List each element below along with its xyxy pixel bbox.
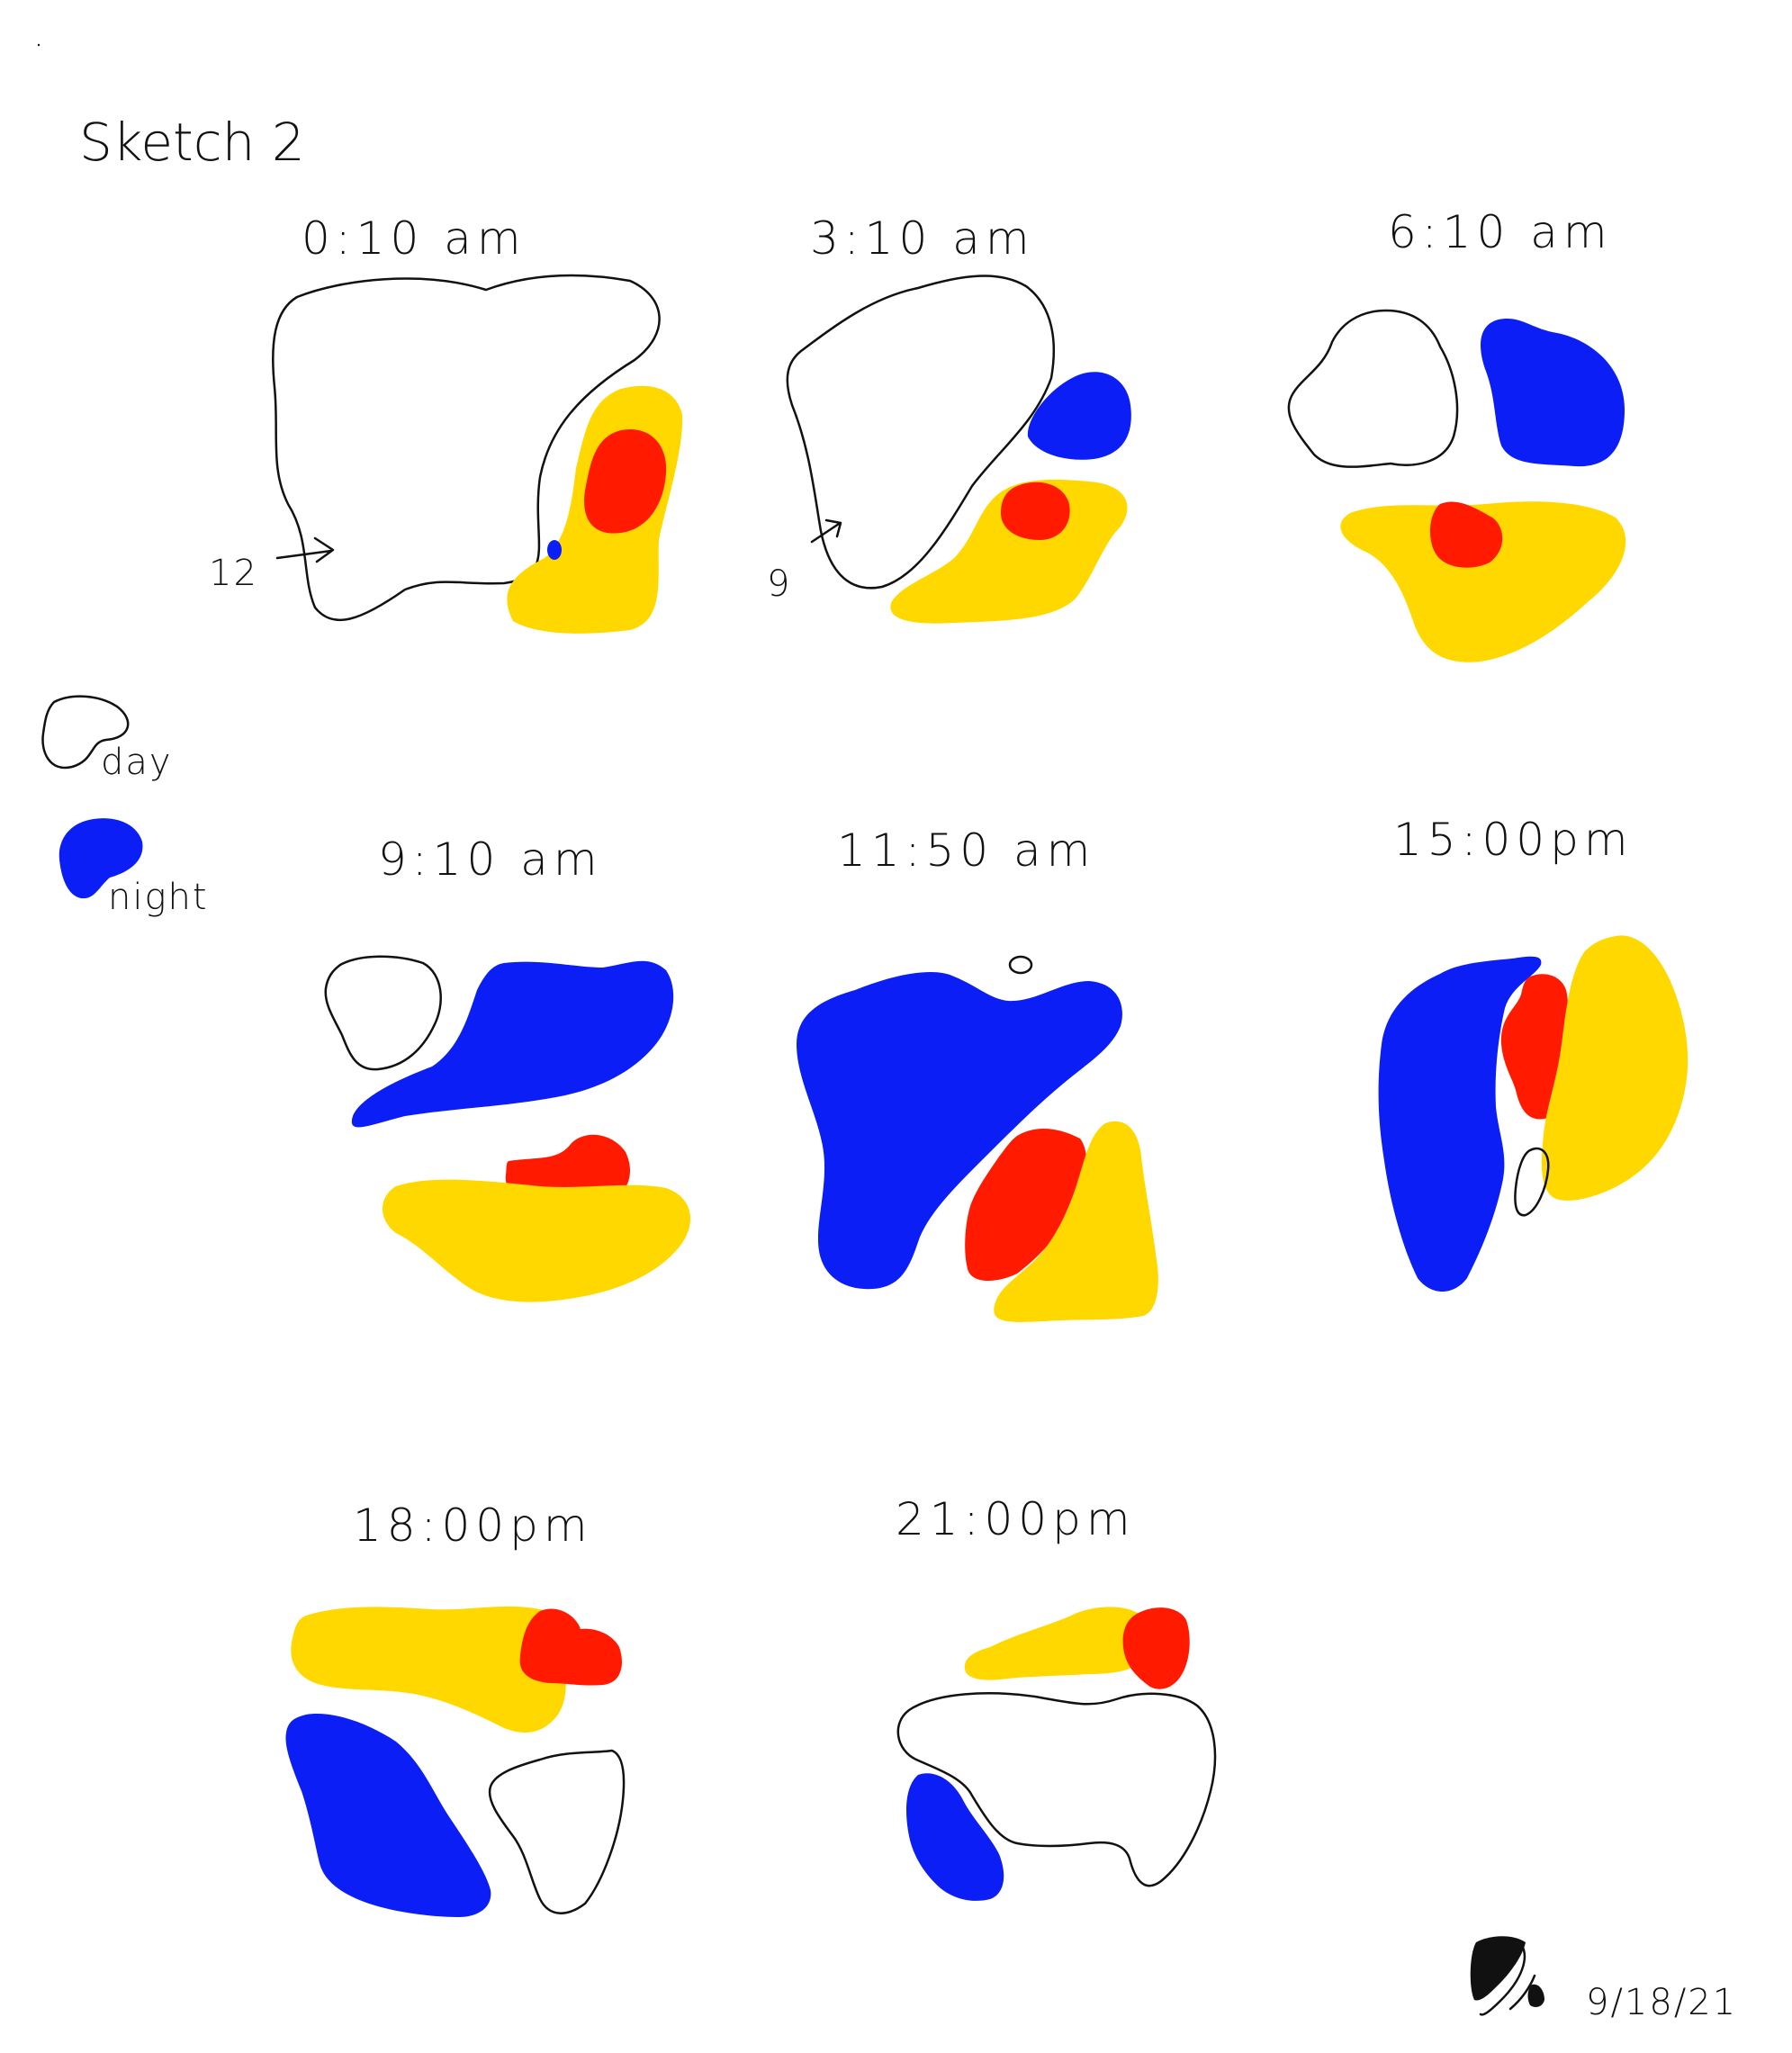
legend-day-label: day xyxy=(101,742,173,783)
sun-core-shape xyxy=(519,1608,622,1686)
panel-time-label: 9:10 am xyxy=(378,833,603,886)
arrow-icon xyxy=(810,518,842,544)
panel-time-label: 3:10 am xyxy=(810,212,1035,265)
panel-1500pm: 15:00pm xyxy=(1378,814,1688,1292)
signature-stroke xyxy=(1508,1974,1536,2011)
sketch-title: Sketch 2 xyxy=(79,112,305,173)
sun-shape xyxy=(383,1179,690,1302)
day-shape xyxy=(324,955,442,1071)
marker-label: 12 xyxy=(209,553,258,594)
legend-night-label: night xyxy=(108,877,209,918)
sun-core-shape xyxy=(505,1134,630,1202)
sun-shape xyxy=(964,1607,1152,1680)
sun-shape xyxy=(1541,935,1688,1201)
night-shape xyxy=(351,960,674,1128)
sun-core-shape xyxy=(584,428,667,534)
panel-time-label: 18:00pm xyxy=(353,1499,593,1552)
signature-mark-icon xyxy=(1470,1936,1526,2001)
sun-shape xyxy=(1340,501,1626,662)
night-shape xyxy=(1378,956,1542,1292)
signature-stroke xyxy=(1479,1942,1526,2016)
legend-night-swatch xyxy=(59,818,143,899)
sun-shape xyxy=(994,1121,1158,1322)
night-shape xyxy=(1481,318,1625,467)
panel-time-label: 6:10 am xyxy=(1388,206,1613,258)
legend: day night xyxy=(41,695,209,918)
sun-core-shape xyxy=(1001,482,1070,540)
sun-marker-icon xyxy=(1008,955,1033,975)
stray-dot xyxy=(37,43,41,47)
legend-day-swatch xyxy=(41,695,130,770)
sun-core-shape xyxy=(1122,1607,1190,1689)
day-shape xyxy=(1287,309,1459,468)
panel-time-label: 15:00pm xyxy=(1393,814,1634,866)
panel-0310am: 3:10 am 9 xyxy=(767,212,1131,624)
sun-core-shape xyxy=(1500,974,1569,1120)
panel-0610am: 6:10 am xyxy=(1287,206,1626,662)
panel-time-label: 21:00pm xyxy=(896,1493,1136,1545)
sun-core-shape xyxy=(965,1129,1087,1282)
night-dot xyxy=(547,540,562,560)
panel-0010am: 0:10 am 12 xyxy=(209,212,683,634)
marker-label: 9 xyxy=(767,563,791,605)
night-shape xyxy=(906,1773,1004,1901)
day-shape xyxy=(896,1692,1217,1887)
sun-core-shape xyxy=(1429,501,1503,568)
panel-0910am: 9:10 am xyxy=(324,833,690,1302)
panel-time-label: 0:10 am xyxy=(302,212,527,265)
night-shape xyxy=(1027,372,1131,460)
panel-1800pm: 18:00pm xyxy=(285,1499,626,1917)
day-shape xyxy=(786,275,1056,590)
signature-dot-icon xyxy=(1527,1984,1544,2007)
panel-1150am: 11:50 am xyxy=(797,824,1158,1322)
arrow-icon xyxy=(275,536,335,563)
day-shape xyxy=(488,1749,626,1914)
sun-shape xyxy=(291,1606,571,1733)
panel-time-label: 11:50 am xyxy=(837,824,1095,877)
signature: 9/18/21 xyxy=(1470,1936,1737,2023)
day-shape xyxy=(1514,1147,1550,1217)
panel-2100pm: 21:00pm xyxy=(896,1493,1217,1901)
night-shape xyxy=(285,1714,491,1917)
sketch-date: 9/18/21 xyxy=(1586,1982,1737,2023)
night-shape xyxy=(797,972,1122,1290)
